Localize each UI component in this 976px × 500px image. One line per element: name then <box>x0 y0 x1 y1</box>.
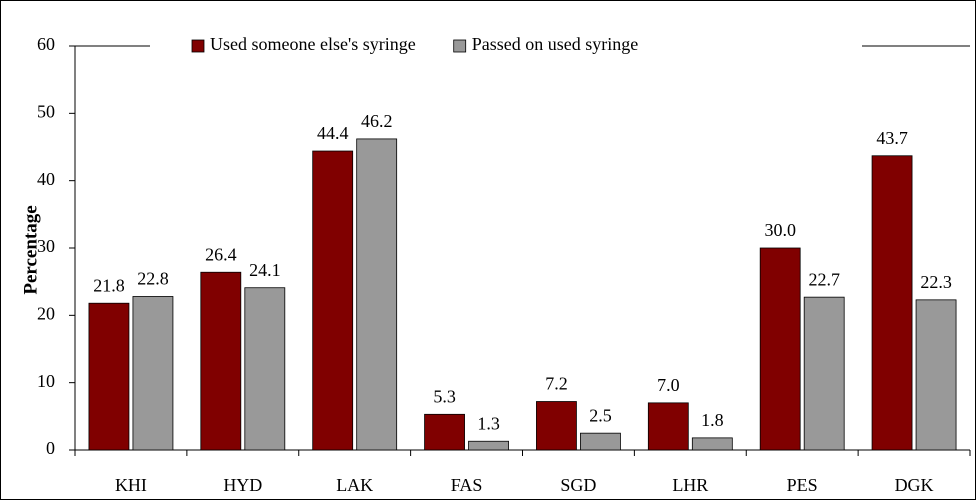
bar <box>759 247 801 451</box>
legend-label: Used someone else's syringe <box>210 34 416 54</box>
data-label: 22.3 <box>920 272 952 292</box>
bar <box>424 413 465 451</box>
data-label: 30.0 <box>764 220 796 240</box>
data-label: 1.8 <box>701 410 724 430</box>
x-tick-label: KHI <box>115 475 147 495</box>
legend-background <box>150 32 862 60</box>
data-label: 2.5 <box>589 405 612 425</box>
bar <box>244 287 286 451</box>
data-label: 22.7 <box>808 269 840 289</box>
bar <box>468 440 509 451</box>
bar <box>803 296 845 451</box>
bar <box>536 401 577 451</box>
data-label: 24.1 <box>249 260 281 280</box>
bar <box>356 138 398 451</box>
x-tick-label: DGK <box>895 475 934 495</box>
bar <box>200 271 242 451</box>
bar <box>312 150 354 451</box>
y-axis-title: Percentage <box>20 205 41 294</box>
data-label: 5.3 <box>433 386 456 406</box>
data-label: 46.2 <box>361 111 393 131</box>
x-tick-label: PES <box>787 475 818 495</box>
legend-label: Passed on used syringe <box>472 34 638 54</box>
y-tick-label: 40 <box>37 169 55 189</box>
data-label: 21.8 <box>93 275 125 295</box>
bar <box>691 437 733 451</box>
legend-swatch <box>453 39 467 53</box>
x-tick-label: HYD <box>223 475 262 495</box>
data-label: 1.3 <box>477 413 500 433</box>
x-tick-label: LAK <box>336 475 373 495</box>
y-tick-label: 20 <box>37 303 55 323</box>
x-tick-label: LHR <box>672 475 708 495</box>
bar <box>132 296 174 451</box>
bar <box>88 302 130 451</box>
data-label: 7.0 <box>657 375 680 395</box>
x-tick-label: FAS <box>451 475 483 495</box>
bar <box>915 299 957 451</box>
y-tick-label: 60 <box>37 34 55 54</box>
data-label: 43.7 <box>876 128 908 148</box>
legend-swatch <box>191 39 205 53</box>
y-tick-label: 30 <box>37 236 55 256</box>
y-tick-label: 10 <box>37 371 55 391</box>
bar <box>580 432 621 451</box>
data-label: 22.8 <box>137 269 169 289</box>
data-label: 44.4 <box>317 123 349 143</box>
y-tick-label: 0 <box>46 438 55 458</box>
y-tick-label: 50 <box>37 101 55 121</box>
bar <box>871 155 913 451</box>
data-label: 26.4 <box>205 244 237 264</box>
x-tick-label: SGD <box>560 475 596 495</box>
data-label: 7.2 <box>545 374 568 394</box>
bar <box>647 402 689 451</box>
